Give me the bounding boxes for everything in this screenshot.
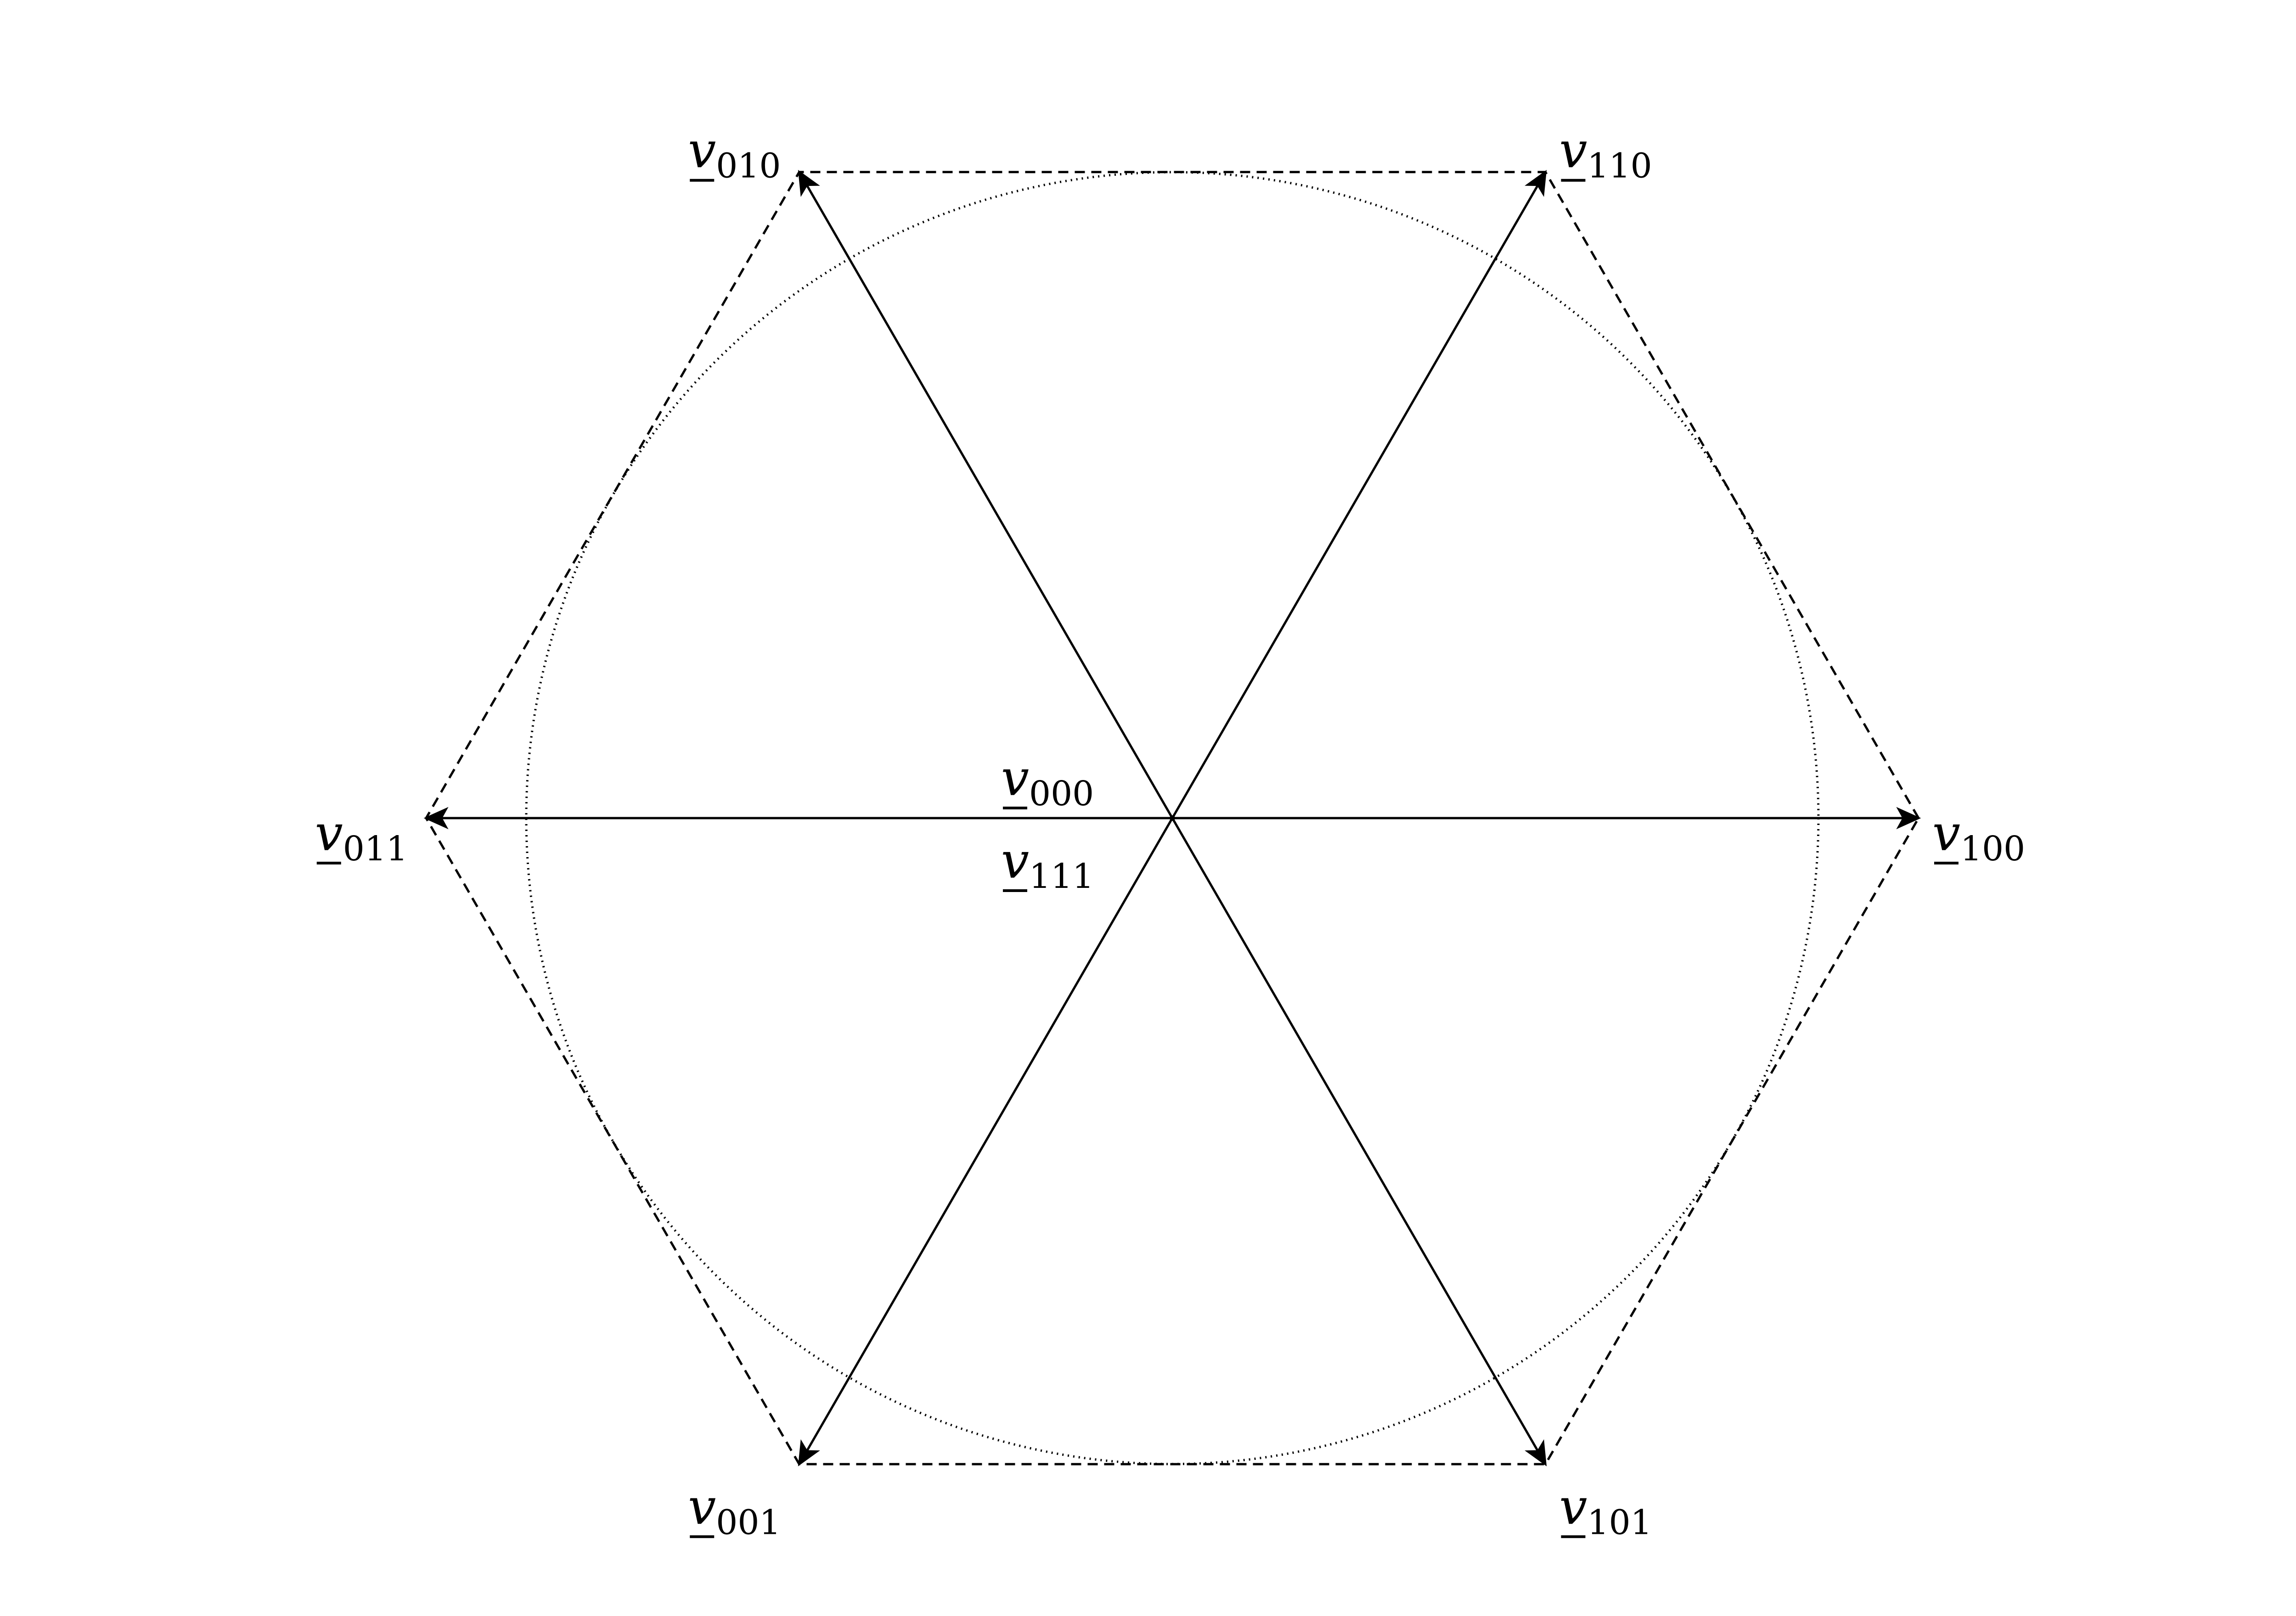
vector-arrow-v010 (798, 170, 1174, 819)
zero-vector-labels: v000 v111 (1001, 750, 1094, 896)
vector-label-v011: v011 (315, 805, 408, 869)
zero-vector-label-v111: v111 (1001, 832, 1094, 896)
vector-arrows (423, 170, 1921, 1466)
vector-label-v110: v110 (1559, 122, 1652, 186)
vector-arrow-v110 (1171, 170, 1547, 819)
vector-arrow-v101 (1171, 817, 1547, 1466)
vector-label-v001: v001 (688, 1478, 781, 1542)
origin-point (1170, 815, 1175, 821)
vector-labels: v100 v110 v010 v011 v001 v101 (315, 122, 2026, 1543)
zero-vector-label-v000: v000 (1001, 750, 1094, 814)
vector-label-v100: v100 (1932, 805, 2025, 869)
vector-label-v010: v010 (688, 122, 781, 186)
vector-arrow-v001 (798, 817, 1174, 1466)
vector-label-v101: v101 (1559, 1478, 1652, 1542)
